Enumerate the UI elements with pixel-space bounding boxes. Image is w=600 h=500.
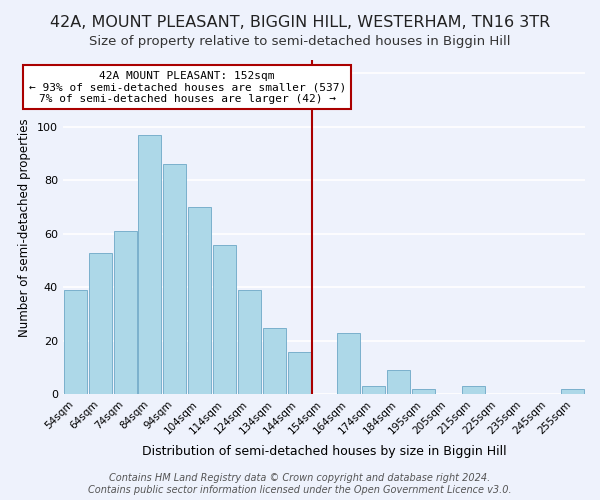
Bar <box>387 370 410 394</box>
Bar <box>163 164 186 394</box>
X-axis label: Distribution of semi-detached houses by size in Biggin Hill: Distribution of semi-detached houses by … <box>142 444 506 458</box>
Bar <box>561 389 584 394</box>
Bar <box>263 328 286 394</box>
Bar <box>89 252 112 394</box>
Bar <box>139 135 161 394</box>
Text: 42A MOUNT PLEASANT: 152sqm
← 93% of semi-detached houses are smaller (537)
7% of: 42A MOUNT PLEASANT: 152sqm ← 93% of semi… <box>29 70 346 104</box>
Bar <box>188 207 211 394</box>
Text: 42A, MOUNT PLEASANT, BIGGIN HILL, WESTERHAM, TN16 3TR: 42A, MOUNT PLEASANT, BIGGIN HILL, WESTER… <box>50 15 550 30</box>
Bar <box>362 386 385 394</box>
Bar <box>213 244 236 394</box>
Bar <box>337 333 360 394</box>
Bar <box>238 290 261 395</box>
Bar <box>412 389 435 394</box>
Bar <box>461 386 485 394</box>
Bar <box>64 290 87 395</box>
Bar <box>113 231 137 394</box>
Text: Size of property relative to semi-detached houses in Biggin Hill: Size of property relative to semi-detach… <box>89 35 511 48</box>
Text: Contains HM Land Registry data © Crown copyright and database right 2024.
Contai: Contains HM Land Registry data © Crown c… <box>88 474 512 495</box>
Bar <box>287 352 311 395</box>
Y-axis label: Number of semi-detached properties: Number of semi-detached properties <box>19 118 31 336</box>
